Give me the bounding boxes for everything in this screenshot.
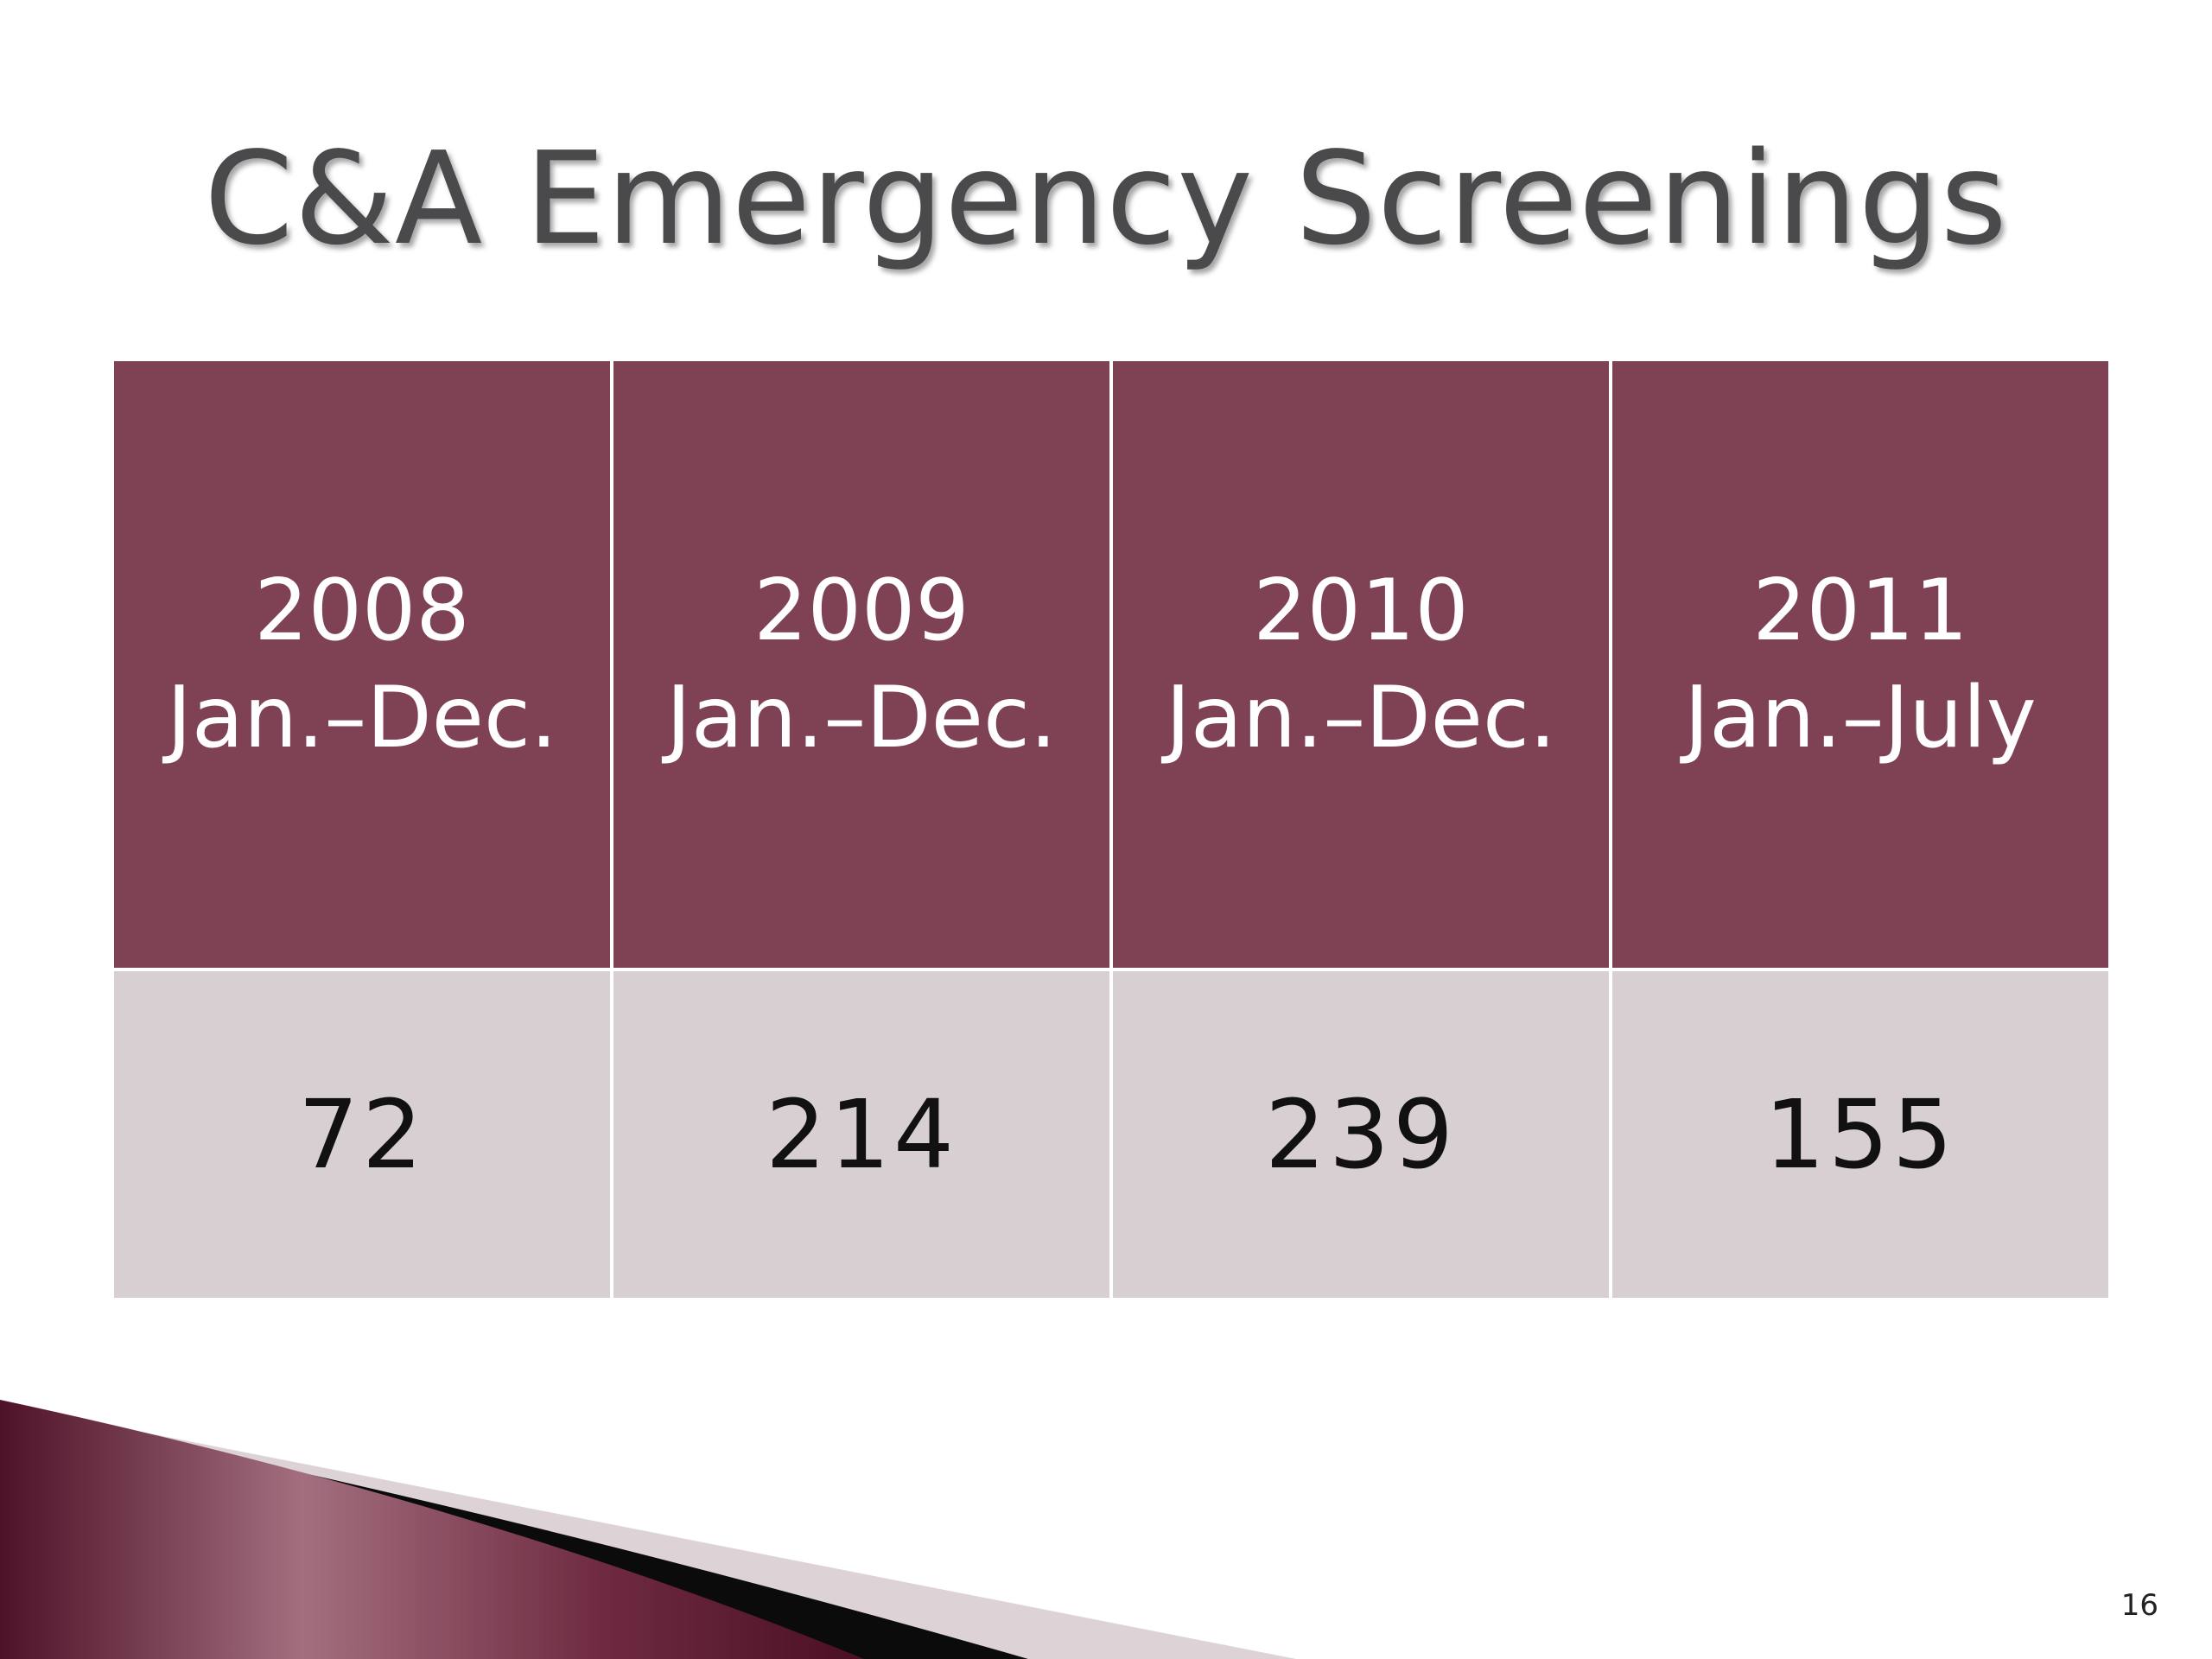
header-cell-2010: 2010 Jan.–Dec. [1109,358,1612,971]
value-cell-2009: 214 [610,968,1113,1301]
header-period: Jan.–Dec. [1165,669,1556,767]
value-cell-2011: 155 [1609,968,2112,1301]
header-year: 2011 [1752,562,1968,660]
table-header-row: 2008 Jan.–Dec. 2009 Jan.–Dec. 2010 Jan.–… [111,358,2112,971]
header-cell-2008: 2008 Jan.–Dec. [111,358,613,971]
slide-title: C&A Emergency Screenings [204,124,2008,273]
value-cell-2008: 72 [111,968,613,1301]
header-cell-2009: 2009 Jan.–Dec. [610,358,1113,971]
header-year: 2009 [753,562,969,660]
header-period: Jan.–Dec. [665,669,1057,767]
header-period: Jan.–Dec. [166,669,557,767]
screenings-table: 2008 Jan.–Dec. 2009 Jan.–Dec. 2010 Jan.–… [111,358,2112,1301]
header-period: Jan.–July [1684,669,2037,767]
page-number: 16 [2120,1588,2158,1623]
header-year: 2008 [254,562,470,660]
header-year: 2010 [1253,562,1469,660]
value-cell-2010: 239 [1109,968,1612,1301]
header-cell-2011: 2011 Jan.–July [1609,358,2112,971]
table-value-row: 72 214 239 155 [111,968,2112,1301]
